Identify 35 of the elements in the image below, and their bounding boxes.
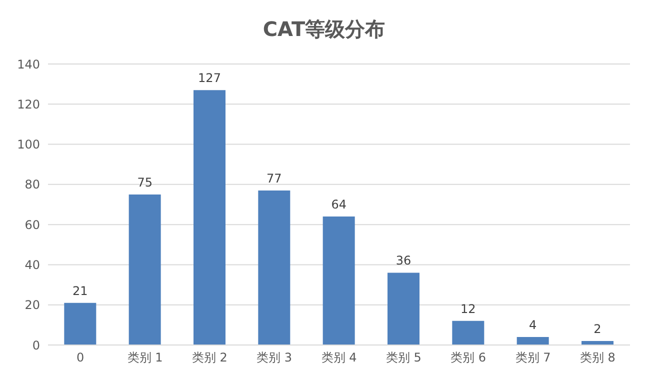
x-tick-label: 类别 2 [192, 350, 228, 365]
bar [516, 336, 549, 345]
chart-title: CAT等级分布 [262, 16, 386, 43]
y-tick-label: 40 [24, 258, 40, 272]
x-tick-label: 类别 8 [580, 350, 616, 365]
x-tick-label: 类别 3 [256, 350, 292, 365]
bar [194, 90, 226, 345]
y-tick-label: 0 [32, 338, 40, 352]
y-tick-label: 120 [17, 97, 40, 112]
data-label: 36 [396, 254, 412, 268]
x-tick-label: 0 [76, 350, 84, 365]
data-label: 77 [266, 171, 282, 186]
bar [452, 320, 484, 345]
data-label: 127 [198, 71, 221, 86]
data-label: 64 [331, 198, 346, 212]
data-label: 12 [460, 302, 476, 316]
bar [322, 216, 355, 345]
bar [258, 190, 290, 345]
y-tick-label: 100 [17, 138, 40, 152]
data-label: 4 [529, 318, 537, 332]
y-tick-label: 140 [17, 57, 40, 72]
x-tick-label: 类别 5 [386, 350, 422, 365]
data-label: 21 [72, 284, 88, 298]
y-tick-label: 20 [24, 298, 40, 312]
x-tick-label: 类别 1 [127, 350, 163, 365]
data-label: 2 [594, 322, 602, 336]
data-label: 75 [137, 175, 152, 190]
bar [64, 302, 96, 345]
bar [128, 194, 161, 345]
x-tick-label: 类别 4 [321, 350, 357, 365]
y-tick-label: 60 [24, 218, 40, 232]
x-tick-label: 类别 6 [450, 350, 486, 365]
x-tick-label: 类别 7 [515, 350, 551, 365]
bar [388, 272, 420, 345]
y-tick-label: 80 [24, 178, 40, 192]
